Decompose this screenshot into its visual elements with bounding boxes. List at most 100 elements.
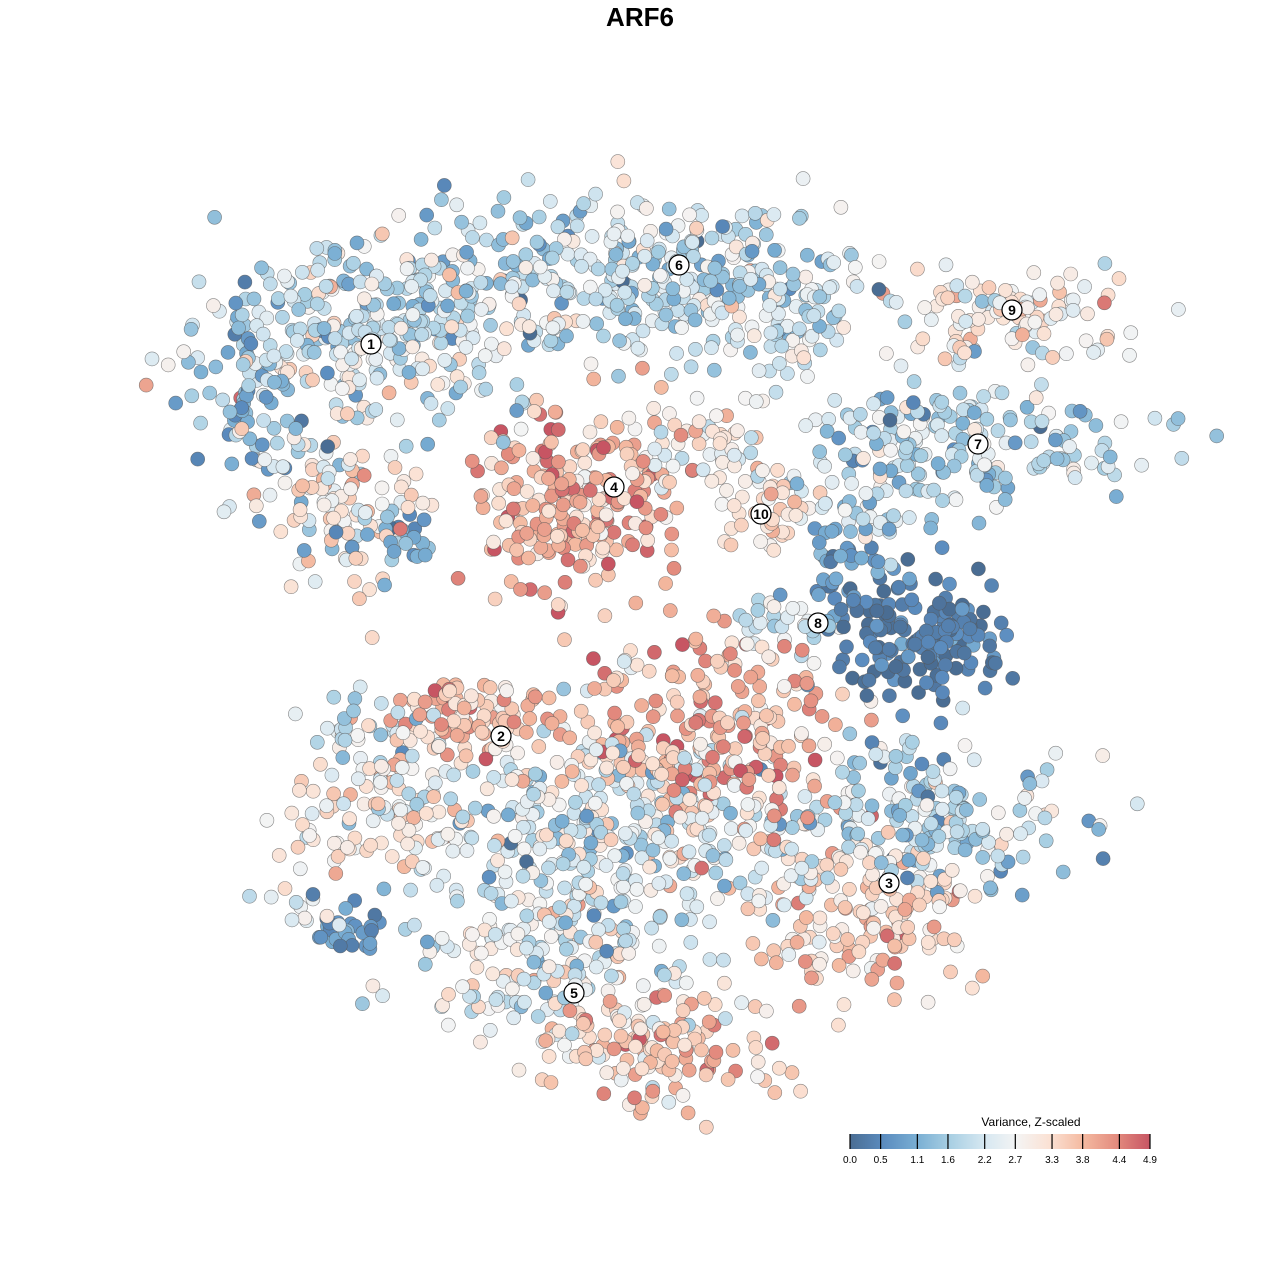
data-point [1097, 256, 1113, 271]
data-point [144, 351, 160, 367]
data-point [1147, 410, 1163, 426]
data-point [269, 435, 285, 451]
data-point [458, 748, 474, 764]
data-point [519, 908, 535, 924]
data-point [693, 736, 708, 752]
data-point [522, 711, 538, 726]
data-point [1013, 826, 1028, 842]
data-point [390, 705, 406, 720]
data-point [342, 811, 357, 827]
data-point [949, 824, 965, 840]
data-point [675, 1088, 691, 1103]
data-point [1209, 428, 1224, 444]
data-point [420, 436, 436, 452]
data-point [381, 320, 397, 335]
data-point [541, 1049, 557, 1064]
data-point [723, 537, 739, 553]
colorbar-tick-label: 4.4 [1112, 1155, 1126, 1166]
data-point [415, 361, 430, 377]
data-point [1023, 434, 1039, 450]
cluster-label-4: 4 [603, 476, 625, 498]
data-point [734, 995, 749, 1011]
data-point [979, 411, 995, 427]
data-point [558, 833, 574, 849]
data-point [817, 736, 833, 752]
data-point [811, 535, 827, 550]
data-point [1134, 457, 1149, 473]
data-point [1034, 377, 1049, 392]
data-point [824, 524, 840, 539]
data-point [880, 824, 896, 840]
data-point [499, 321, 514, 337]
data-point [732, 875, 748, 891]
data-point [436, 178, 452, 193]
data-point [835, 764, 850, 780]
data-point [772, 587, 788, 603]
data-point [616, 759, 631, 775]
data-point [736, 715, 751, 731]
data-point [474, 302, 489, 317]
cluster-label-text: 1 [367, 336, 375, 352]
data-point [284, 805, 300, 821]
data-point [836, 997, 852, 1012]
data-point [952, 883, 968, 899]
data-point [531, 739, 547, 754]
data-point [999, 826, 1014, 842]
data-point [437, 352, 453, 368]
data-point [1022, 776, 1038, 792]
data-point [460, 308, 476, 324]
data-point [1080, 306, 1095, 322]
data-point [837, 447, 853, 463]
data-point [593, 414, 609, 430]
data-point [587, 681, 602, 696]
data-point [739, 636, 755, 652]
data-point [401, 786, 417, 802]
data-point [415, 495, 431, 511]
data-point [899, 458, 915, 474]
data-point [277, 475, 293, 491]
data-point [833, 861, 849, 877]
data-point [753, 534, 768, 549]
data-point [698, 1119, 714, 1135]
data-point [328, 524, 344, 540]
data-point [785, 266, 801, 282]
data-point [620, 228, 636, 244]
data-point [554, 774, 570, 789]
data-point [509, 403, 525, 418]
data-point [615, 879, 631, 895]
data-point [485, 966, 501, 982]
data-point [824, 474, 840, 490]
data-point [692, 689, 708, 705]
data-point [586, 651, 601, 666]
data-point [389, 412, 405, 428]
data-point [842, 881, 857, 897]
data-point [304, 806, 320, 821]
data-point [785, 600, 801, 616]
data-point [364, 276, 380, 292]
data-point [794, 860, 810, 876]
data-point [832, 659, 847, 675]
data-point [1007, 435, 1023, 451]
data-point [856, 451, 871, 466]
data-point [589, 316, 605, 332]
data-point [1015, 327, 1030, 343]
data-point [326, 510, 341, 526]
data-point [408, 466, 424, 482]
data-point [554, 476, 569, 492]
data-point [575, 1016, 591, 1031]
data-point [948, 492, 964, 508]
data-point [804, 854, 820, 869]
data-point [933, 640, 949, 656]
data-point [365, 813, 381, 829]
data-point [910, 466, 926, 482]
data-point [440, 1017, 456, 1033]
data-point [663, 366, 679, 382]
data-point [845, 592, 861, 608]
data-point [913, 448, 929, 464]
data-point [928, 571, 943, 587]
data-point [648, 693, 664, 709]
data-point [486, 534, 501, 550]
data-point [934, 783, 950, 799]
data-point [427, 775, 443, 791]
data-point [464, 830, 480, 846]
